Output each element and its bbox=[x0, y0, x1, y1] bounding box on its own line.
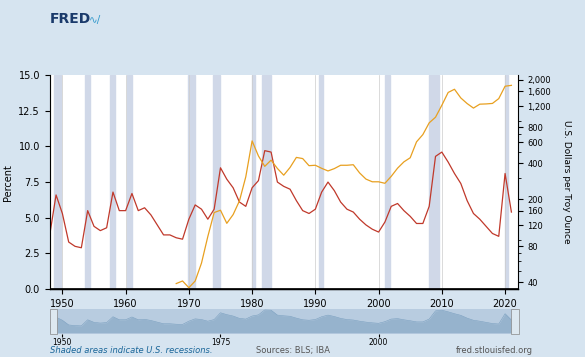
Text: Shaded areas indicate U.S. recessions.: Shaded areas indicate U.S. recessions. bbox=[50, 346, 212, 355]
Y-axis label: Percent: Percent bbox=[3, 164, 13, 201]
Bar bbox=[54, 75, 61, 289]
Text: fred.stlouisfed.org: fred.stlouisfed.org bbox=[455, 346, 532, 355]
Bar bbox=[50, 309, 57, 334]
Bar bbox=[188, 75, 195, 289]
Bar bbox=[318, 75, 324, 289]
Bar bbox=[84, 75, 90, 289]
Bar bbox=[212, 75, 221, 289]
Text: FRED: FRED bbox=[50, 12, 91, 26]
Bar bbox=[385, 75, 390, 289]
Bar bbox=[505, 75, 508, 289]
Text: ∿/: ∿/ bbox=[89, 15, 101, 25]
Legend: Unemployment Rate (left), Gold Fixing Price 10:30 A.M. (London time) in London B: Unemployment Rate (left), Gold Fixing Pr… bbox=[45, 0, 477, 2]
Y-axis label: U.S. Dollars per Troy Ounce: U.S. Dollars per Troy Ounce bbox=[562, 120, 572, 244]
Text: Sources: BLS; IBA: Sources: BLS; IBA bbox=[256, 346, 329, 355]
Bar bbox=[252, 75, 255, 289]
Bar bbox=[127, 75, 132, 289]
Bar bbox=[110, 75, 115, 289]
Bar bbox=[511, 309, 519, 334]
Bar bbox=[261, 75, 271, 289]
Bar bbox=[429, 75, 439, 289]
